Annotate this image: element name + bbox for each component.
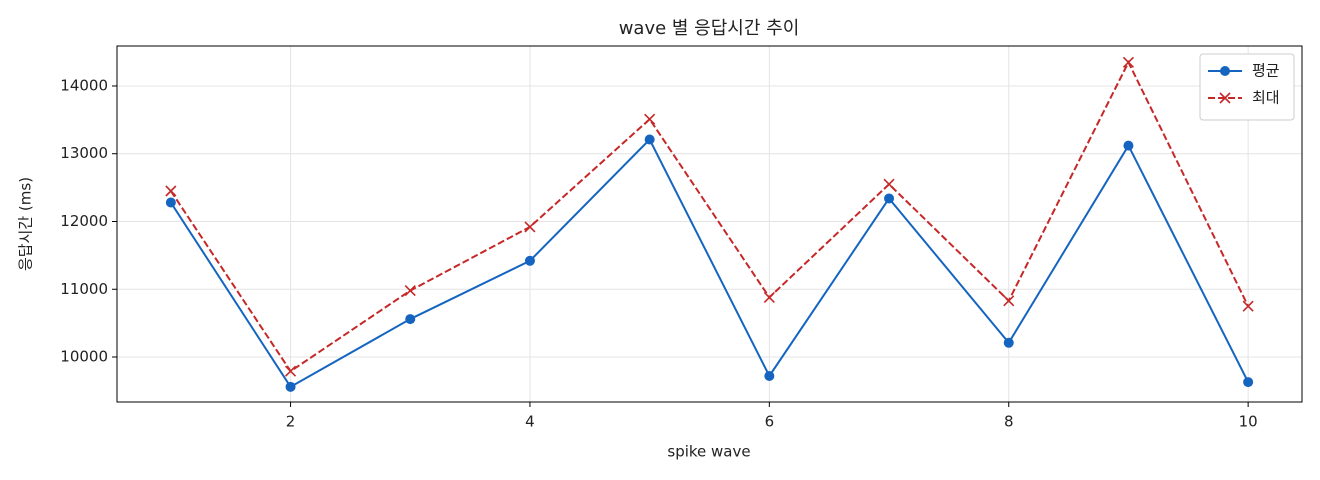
data-point [165,197,176,208]
data-point [284,365,297,377]
legend-marker [1219,92,1231,104]
legend-label: 최대 [1252,89,1280,107]
data-point [404,285,416,297]
y-tick-label: 12000 [60,212,108,230]
data-point [1122,56,1135,68]
x-tick-label: 2 [286,413,296,431]
data-point [883,178,895,190]
data-point [644,134,655,145]
data-point [524,255,535,266]
data-point [405,314,416,325]
data-point [1242,300,1254,312]
data-point [763,291,775,303]
series-line [170,60,1250,373]
x-tick-label: 8 [1004,413,1014,431]
data-point [1003,337,1014,348]
data-point [165,185,177,197]
legend-label: 평균 [1252,62,1280,80]
data-point [644,113,656,125]
legend-box [1199,53,1295,121]
x-tick-label: 10 [1239,413,1258,431]
chart-title: wave 별 응답시간 추이 [619,18,800,39]
data-point [1003,295,1015,307]
data-point [1123,140,1134,151]
data-point [1243,377,1254,388]
data-point [764,370,775,381]
data-point [884,193,895,204]
x-axis-label: spike wave [667,443,750,461]
series-line [170,137,1250,389]
y-tick-label: 13000 [60,144,108,162]
plot-frame [116,45,1303,403]
y-tick-label: 10000 [60,348,108,366]
y-axis-label: 응답시간 (ms) [17,177,35,271]
data-point [524,221,536,233]
y-tick-label: 14000 [60,76,108,94]
y-tick-label: 11000 [60,280,108,298]
x-tick-label: 6 [765,413,775,431]
data-point [285,381,296,392]
x-tick-label: 4 [525,413,535,431]
legend-marker [1220,66,1230,76]
